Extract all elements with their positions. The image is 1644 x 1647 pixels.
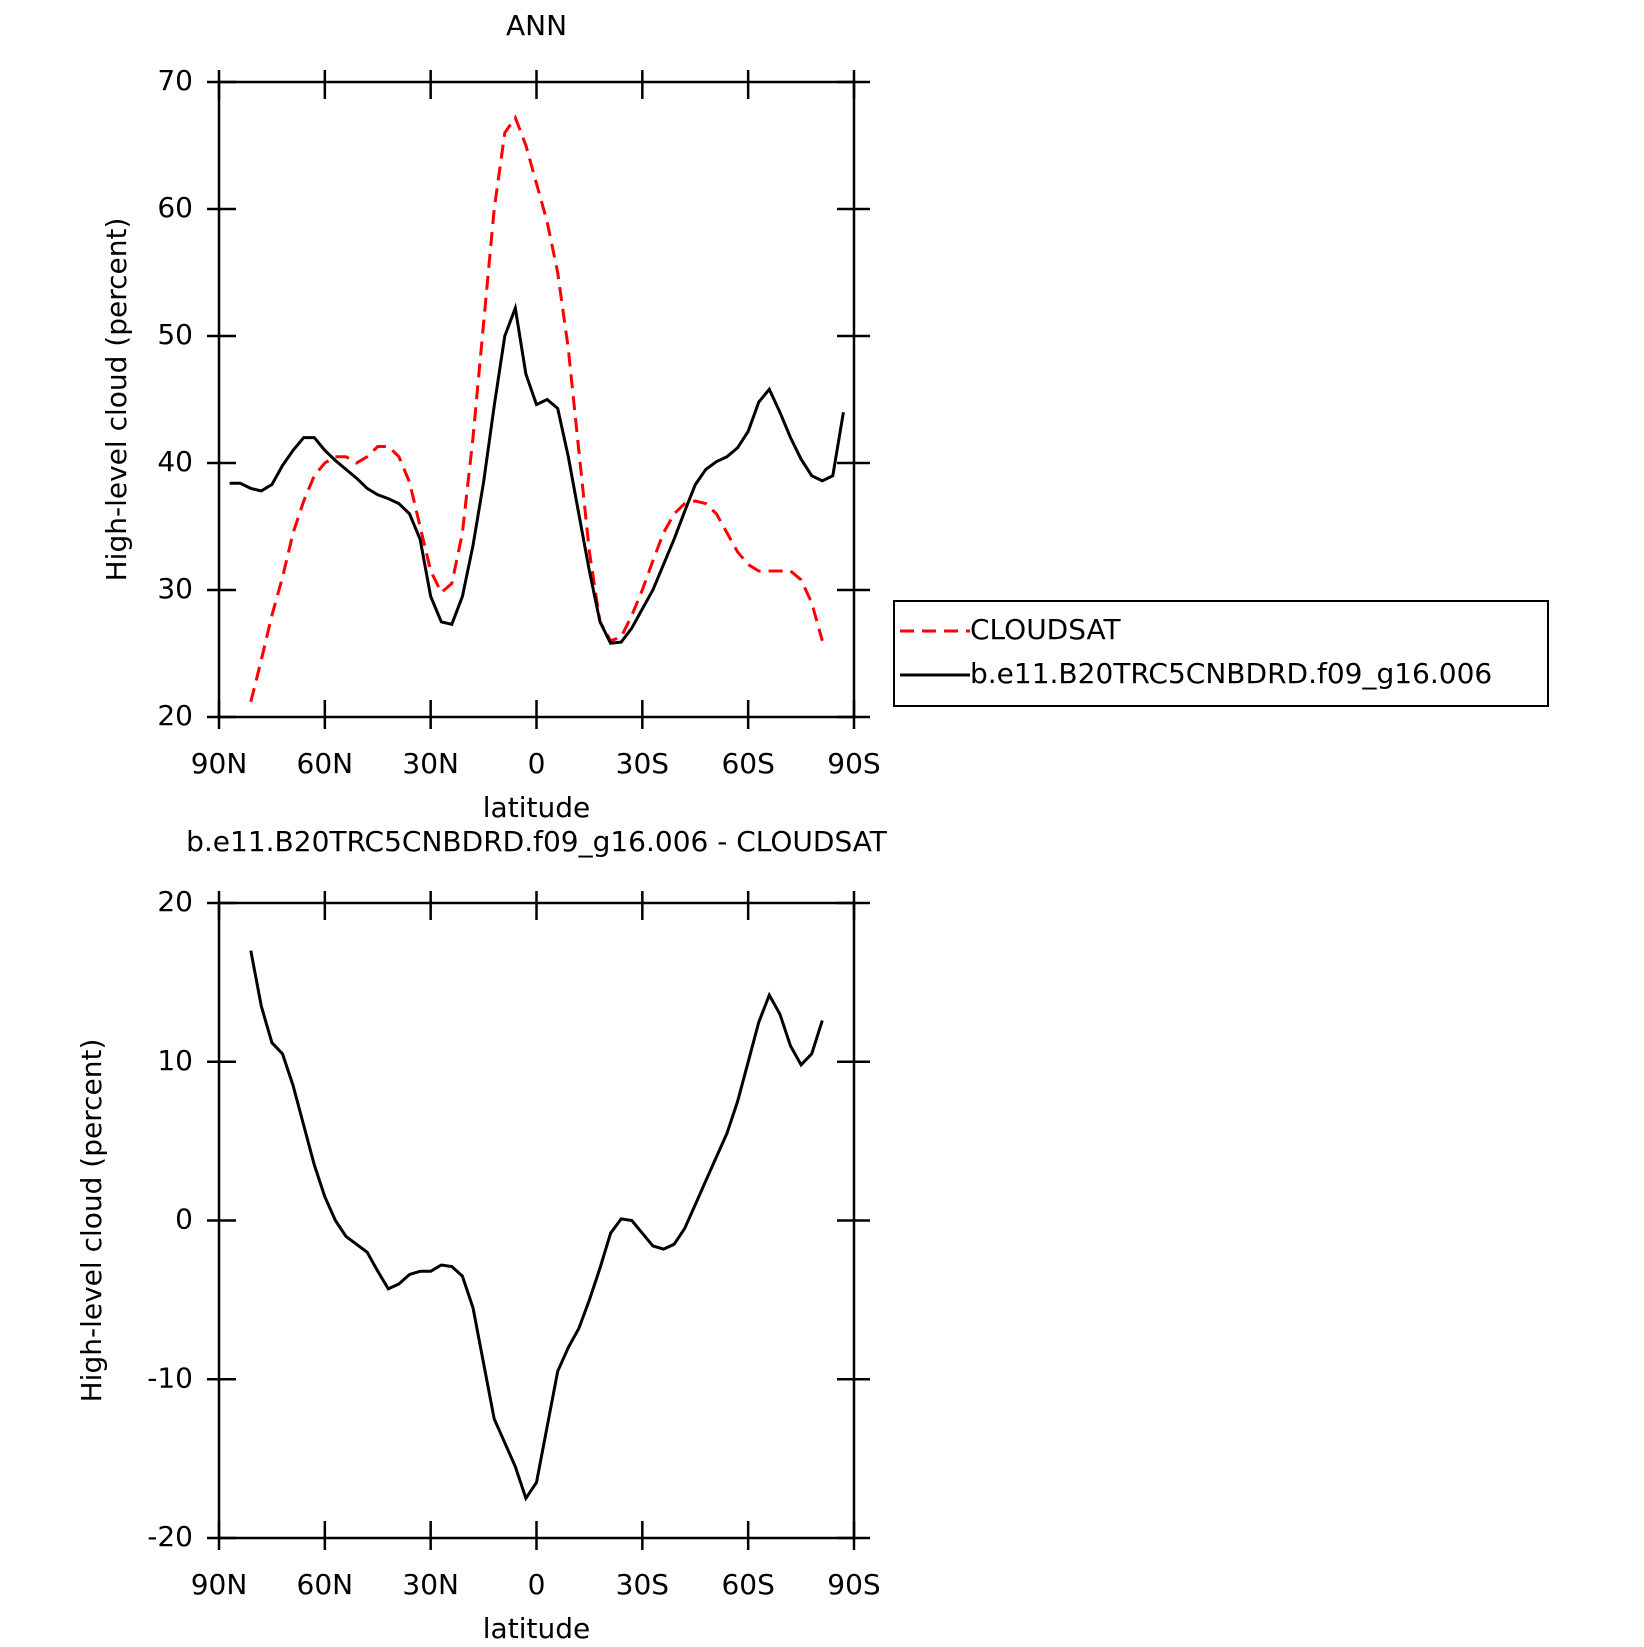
x-tick-label: 60N: [297, 747, 354, 780]
x-tick-label: 0: [528, 1568, 546, 1601]
legend-label: b.e11.B20TRC5CNBDRD.f09_g16.006: [970, 657, 1492, 690]
legend-box: [893, 600, 1549, 707]
x-tick-label: 30N: [402, 1568, 459, 1601]
x-tick-label: 0: [528, 747, 546, 780]
x-tick-label: 90N: [191, 747, 248, 780]
legend-label: CLOUDSAT: [970, 613, 1122, 646]
data-line: [249, 950, 824, 1502]
plot-frame: [217, 901, 856, 1540]
y-tick-label: 20: [157, 699, 193, 732]
x-tick-label: 60S: [721, 1568, 774, 1601]
data-line: [249, 114, 824, 703]
y-tick-label: 0: [175, 1203, 193, 1236]
x-tick-label: 90S: [827, 1568, 880, 1601]
data-line: [229, 302, 845, 645]
y-tick-label: 10: [157, 1044, 193, 1077]
y-axis-label: High-level cloud (percent): [100, 218, 133, 582]
y-axis-label: High-level cloud (percent): [75, 1039, 108, 1403]
chart-title: ANN: [506, 9, 567, 42]
x-axis-label: latitude: [483, 1612, 590, 1645]
x-axis-label: latitude: [483, 791, 590, 824]
chart-title: b.e11.B20TRC5CNBDRD.f09_g16.006 - CLOUDS…: [186, 825, 888, 858]
x-tick-label: 90S: [827, 747, 880, 780]
x-tick-label: 30S: [616, 747, 669, 780]
y-tick-label: 40: [157, 445, 193, 478]
x-tick-label: 60S: [721, 747, 774, 780]
y-tick-label: 50: [157, 318, 193, 351]
x-tick-label: 30N: [402, 747, 459, 780]
y-tick-label: 20: [157, 885, 193, 918]
x-tick-label: 30S: [616, 1568, 669, 1601]
plot-frame: [217, 80, 856, 719]
y-tick-label: 60: [157, 191, 193, 224]
x-tick-label: 60N: [297, 1568, 354, 1601]
y-tick-label: -10: [147, 1361, 193, 1394]
y-tick-label: 70: [157, 64, 193, 97]
x-tick-label: 90N: [191, 1568, 248, 1601]
y-tick-label: 30: [157, 572, 193, 605]
y-tick-label: -20: [147, 1520, 193, 1553]
